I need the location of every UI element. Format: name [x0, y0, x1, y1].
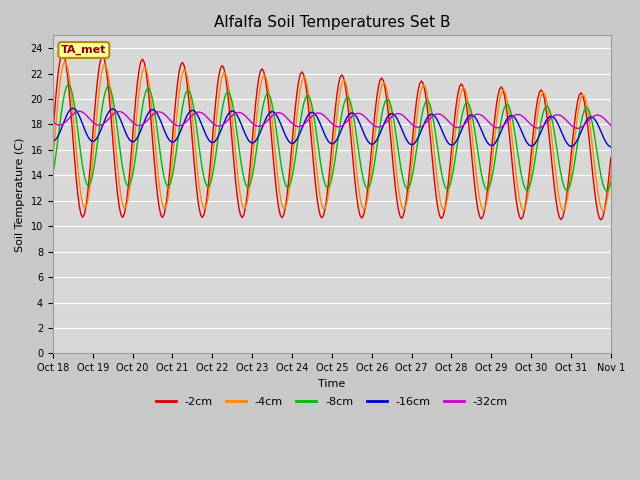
Line: -4cm: -4cm [52, 62, 611, 211]
Title: Alfalfa Soil Temperatures Set B: Alfalfa Soil Temperatures Set B [214, 15, 450, 30]
Y-axis label: Soil Temperature (C): Soil Temperature (C) [15, 137, 25, 252]
-8cm [476, 161, 483, 167]
-32cm [49, 119, 56, 124]
Legend: -2cm, -4cm, -8cm, -16cm, -32cm: -2cm, -4cm, -8cm, -16cm, -32cm [151, 393, 513, 411]
-16cm [488, 143, 495, 148]
-32cm [574, 125, 582, 131]
-8cm [64, 82, 72, 87]
-32cm [61, 120, 68, 126]
-2cm [607, 155, 614, 160]
-2cm [494, 93, 502, 98]
-2cm [488, 150, 495, 156]
-16cm [49, 138, 56, 144]
-32cm [223, 118, 231, 124]
-8cm [61, 91, 68, 97]
-16cm [494, 135, 502, 141]
-4cm [607, 170, 614, 176]
-8cm [488, 178, 495, 183]
-2cm [62, 61, 70, 67]
-32cm [476, 111, 483, 117]
-4cm [494, 108, 502, 114]
-4cm [476, 196, 483, 202]
-4cm [488, 168, 495, 173]
-32cm [76, 108, 83, 114]
Line: -16cm: -16cm [52, 108, 611, 147]
-2cm [49, 132, 56, 137]
X-axis label: Time: Time [318, 379, 346, 389]
-32cm [358, 111, 365, 117]
-8cm [607, 180, 614, 185]
-2cm [597, 217, 605, 223]
-8cm [358, 168, 365, 174]
-2cm [358, 215, 365, 221]
-4cm [62, 60, 70, 66]
-2cm [59, 50, 67, 56]
Line: -32cm: -32cm [52, 111, 611, 128]
-32cm [607, 122, 614, 128]
-16cm [61, 118, 68, 124]
-8cm [223, 89, 231, 95]
-16cm [358, 125, 365, 131]
-8cm [494, 138, 502, 144]
-4cm [49, 157, 56, 163]
-32cm [488, 121, 495, 127]
-8cm [49, 171, 56, 177]
-4cm [599, 208, 607, 214]
-16cm [607, 144, 614, 150]
-4cm [358, 203, 365, 208]
Line: -2cm: -2cm [52, 53, 611, 220]
-8cm [602, 188, 610, 193]
-2cm [476, 214, 483, 219]
-4cm [61, 59, 68, 65]
Text: TA_met: TA_met [61, 45, 106, 55]
-2cm [223, 85, 231, 91]
Line: -8cm: -8cm [52, 84, 611, 191]
-32cm [494, 125, 502, 131]
-16cm [223, 113, 231, 119]
-4cm [223, 76, 231, 82]
-16cm [476, 123, 483, 129]
-16cm [69, 105, 77, 111]
